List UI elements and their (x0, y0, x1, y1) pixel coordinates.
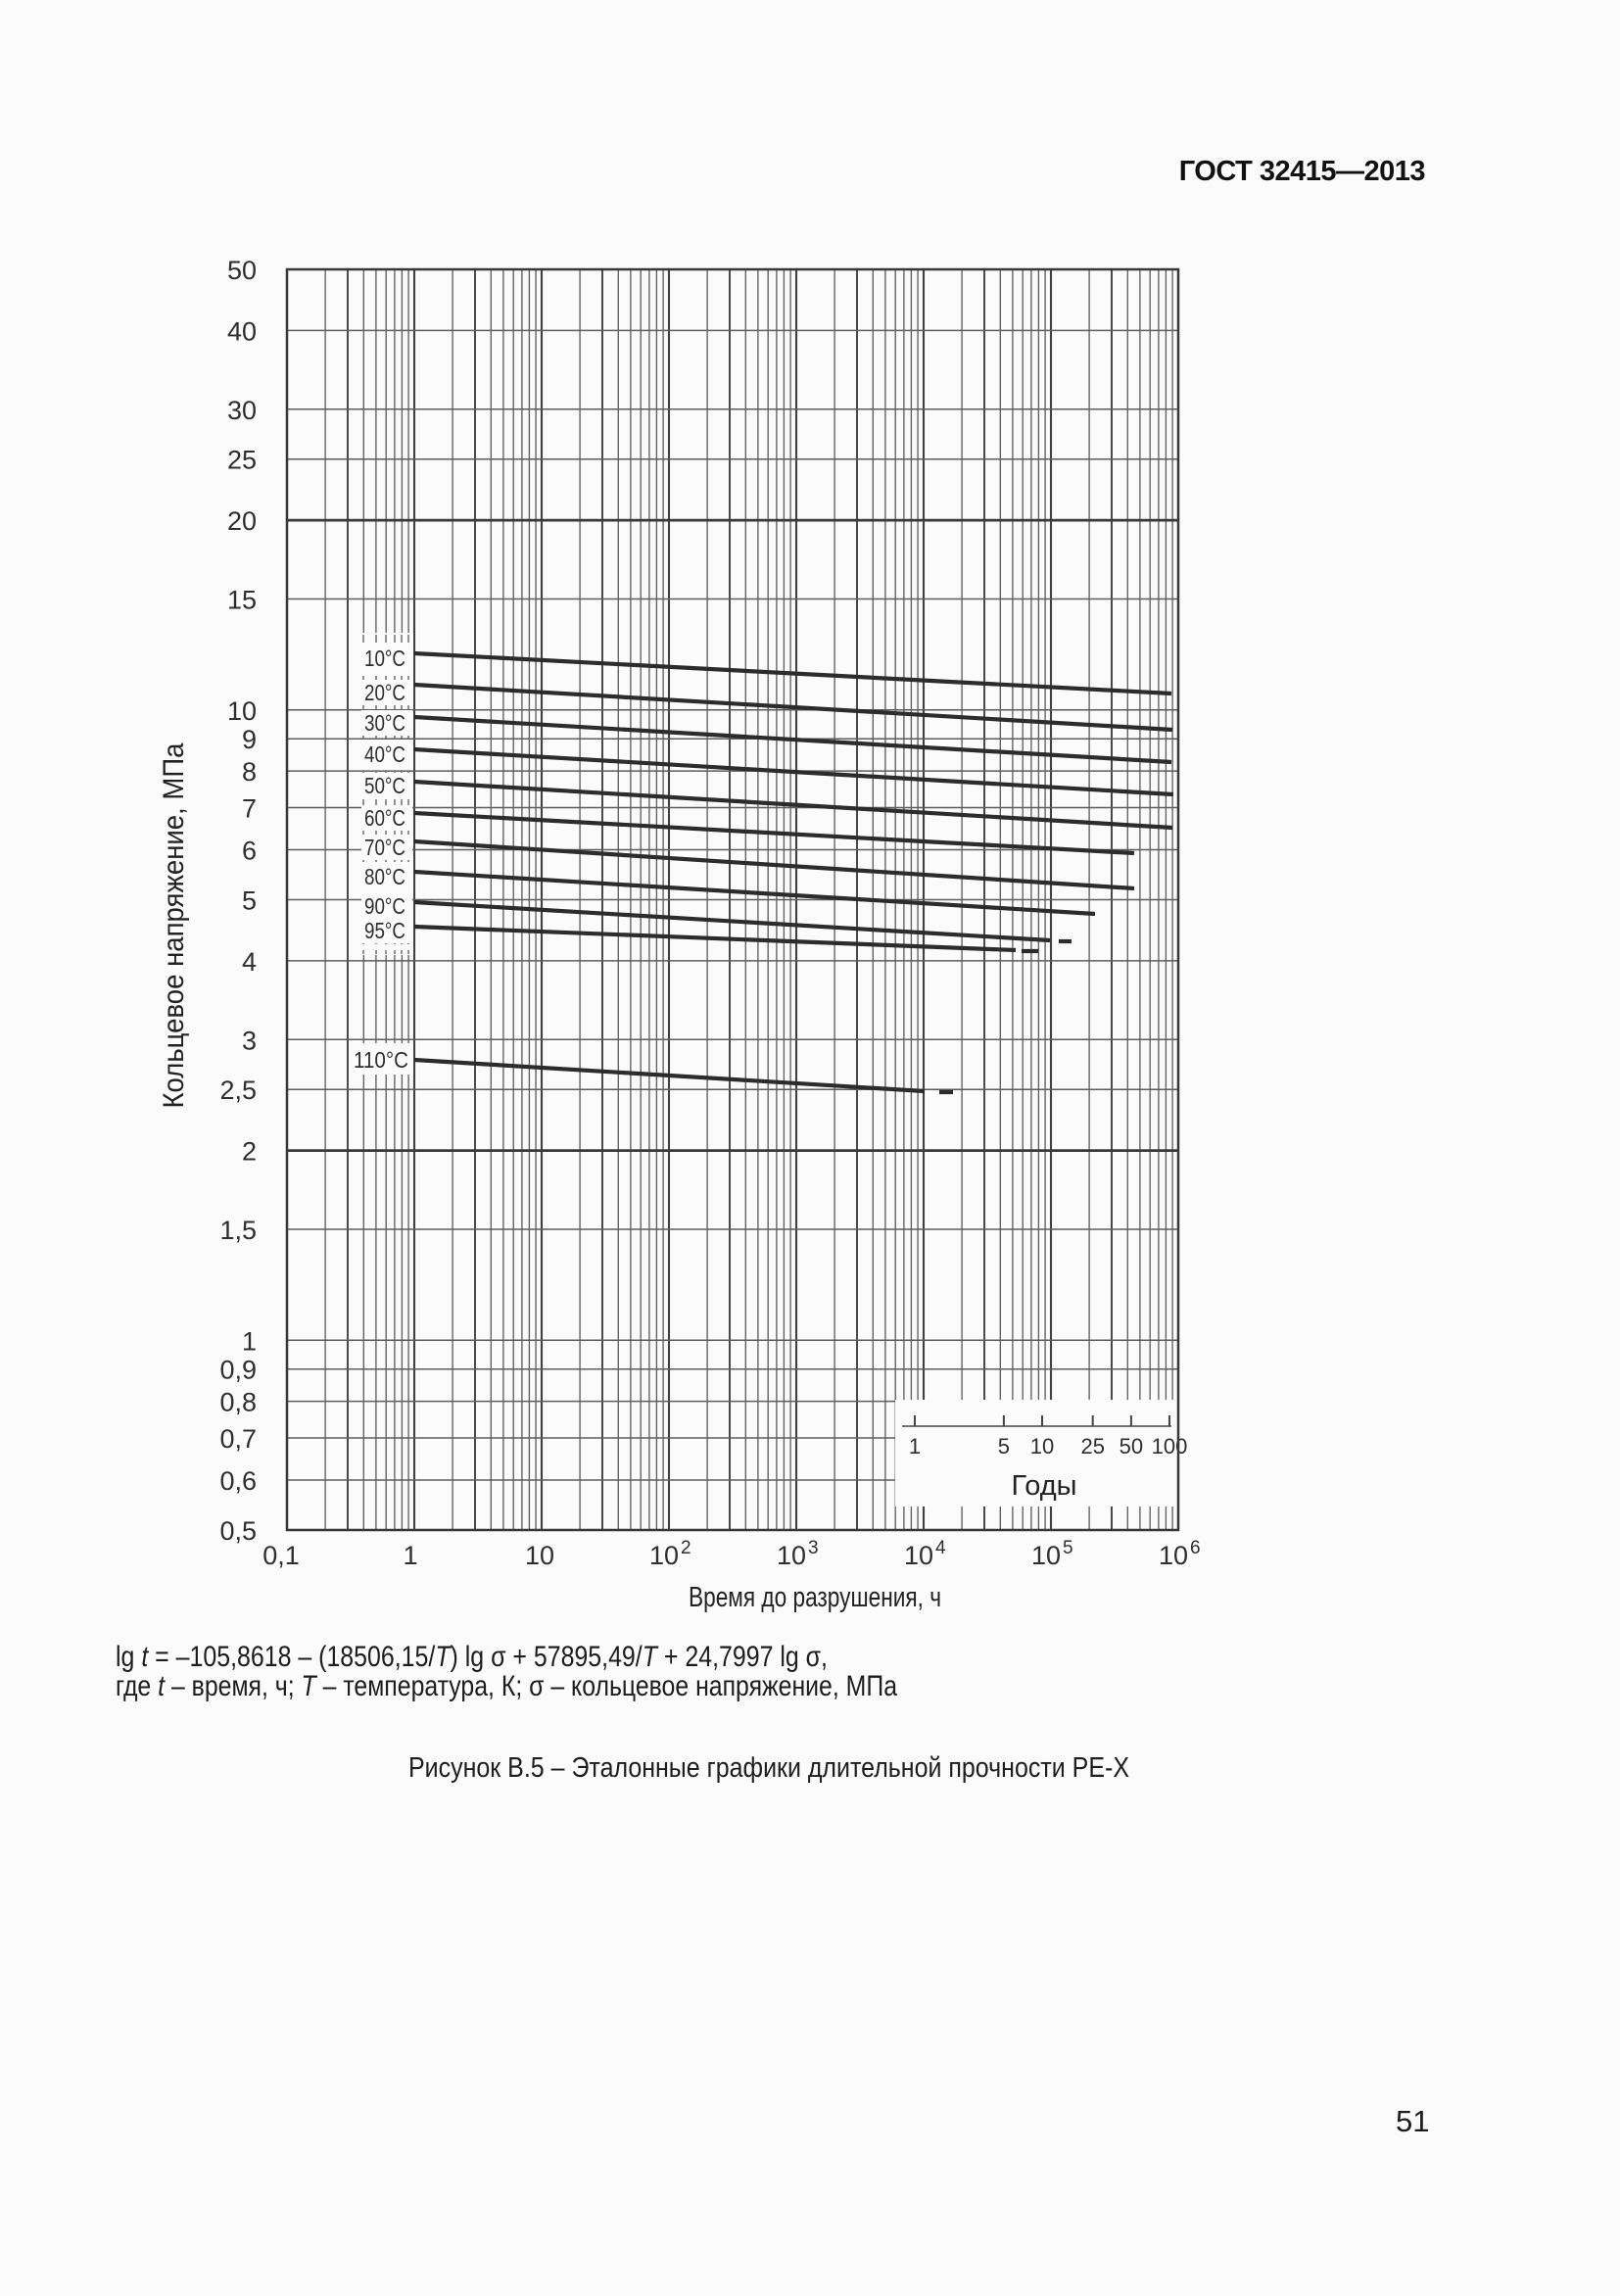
svg-text:5: 5 (1063, 1538, 1073, 1558)
svg-text:70°C: 70°C (364, 835, 405, 860)
svg-text:10: 10 (904, 1541, 933, 1570)
svg-text:10: 10 (1030, 1434, 1054, 1459)
svg-text:2,5: 2,5 (219, 1076, 257, 1105)
svg-text:25: 25 (1080, 1434, 1104, 1459)
svg-text:3: 3 (808, 1538, 819, 1558)
svg-text:4: 4 (935, 1538, 946, 1558)
svg-text:10: 10 (649, 1541, 679, 1570)
svg-text:50: 50 (227, 256, 257, 285)
svg-text:15: 15 (227, 586, 257, 615)
svg-text:95°C: 95°C (364, 918, 405, 943)
svg-text:51: 51 (1396, 2104, 1429, 2138)
svg-text:10: 10 (525, 1541, 554, 1570)
svg-text:где t – время, ч; T – температ: где t – время, ч; T – температура, К; σ … (116, 1670, 897, 1702)
svg-text:10: 10 (227, 696, 257, 726)
svg-text:Кольцевое напряжение, МПа: Кольцевое напряжение, МПа (158, 742, 190, 1108)
svg-text:Годы: Годы (1011, 1470, 1076, 1502)
svg-text:lg t = –105,8618 – (18506,15/T: lg t = –105,8618 – (18506,15/T) lg σ + 5… (116, 1641, 828, 1673)
svg-text:110°C: 110°C (354, 1047, 408, 1073)
svg-text:40: 40 (227, 316, 257, 346)
svg-text:ГОСТ 32415—2013: ГОСТ 32415—2013 (1179, 156, 1426, 187)
svg-text:5: 5 (998, 1434, 1010, 1459)
svg-text:0,6: 0,6 (219, 1466, 257, 1496)
svg-text:1: 1 (242, 1326, 257, 1356)
svg-text:100: 100 (1152, 1434, 1188, 1459)
svg-text:8: 8 (242, 757, 257, 787)
svg-text:10°C: 10°C (364, 646, 405, 671)
svg-text:50°C: 50°C (364, 773, 405, 798)
svg-text:25: 25 (227, 446, 257, 475)
svg-text:1,5: 1,5 (219, 1216, 257, 1245)
svg-text:20°C: 20°C (364, 680, 405, 705)
svg-text:Рисунок В.5 – Эталонные график: Рисунок В.5 – Эталонные графики длительн… (408, 1752, 1129, 1784)
svg-text:4: 4 (242, 947, 257, 977)
svg-text:0,9: 0,9 (219, 1356, 257, 1385)
svg-text:60°C: 60°C (364, 805, 405, 831)
svg-text:0,7: 0,7 (219, 1424, 257, 1454)
svg-text:30°C: 30°C (364, 710, 405, 736)
svg-text:6: 6 (242, 837, 257, 866)
svg-text:10: 10 (1031, 1541, 1061, 1570)
svg-text:90°C: 90°C (364, 893, 405, 919)
svg-text:50: 50 (1120, 1434, 1143, 1459)
svg-text:10: 10 (777, 1541, 806, 1570)
svg-text:2: 2 (242, 1137, 257, 1167)
svg-text:6: 6 (1190, 1538, 1201, 1558)
svg-text:3: 3 (242, 1026, 257, 1055)
svg-text:10: 10 (1159, 1541, 1188, 1570)
svg-text:7: 7 (242, 794, 257, 824)
svg-text:0,5: 0,5 (219, 1516, 257, 1546)
svg-text:0,1: 0,1 (262, 1541, 300, 1570)
svg-text:0,8: 0,8 (219, 1388, 257, 1417)
svg-text:1: 1 (909, 1434, 921, 1459)
svg-text:40°C: 40°C (364, 741, 405, 767)
svg-text:1: 1 (403, 1541, 417, 1570)
svg-text:9: 9 (242, 725, 257, 754)
svg-text:5: 5 (242, 886, 257, 916)
svg-text:Время до разрушения, ч: Время до разрушения, ч (689, 1582, 941, 1613)
svg-text:30: 30 (227, 396, 257, 425)
svg-text:20: 20 (227, 506, 257, 536)
svg-text:80°C: 80°C (364, 864, 405, 889)
svg-text:2: 2 (681, 1538, 691, 1558)
